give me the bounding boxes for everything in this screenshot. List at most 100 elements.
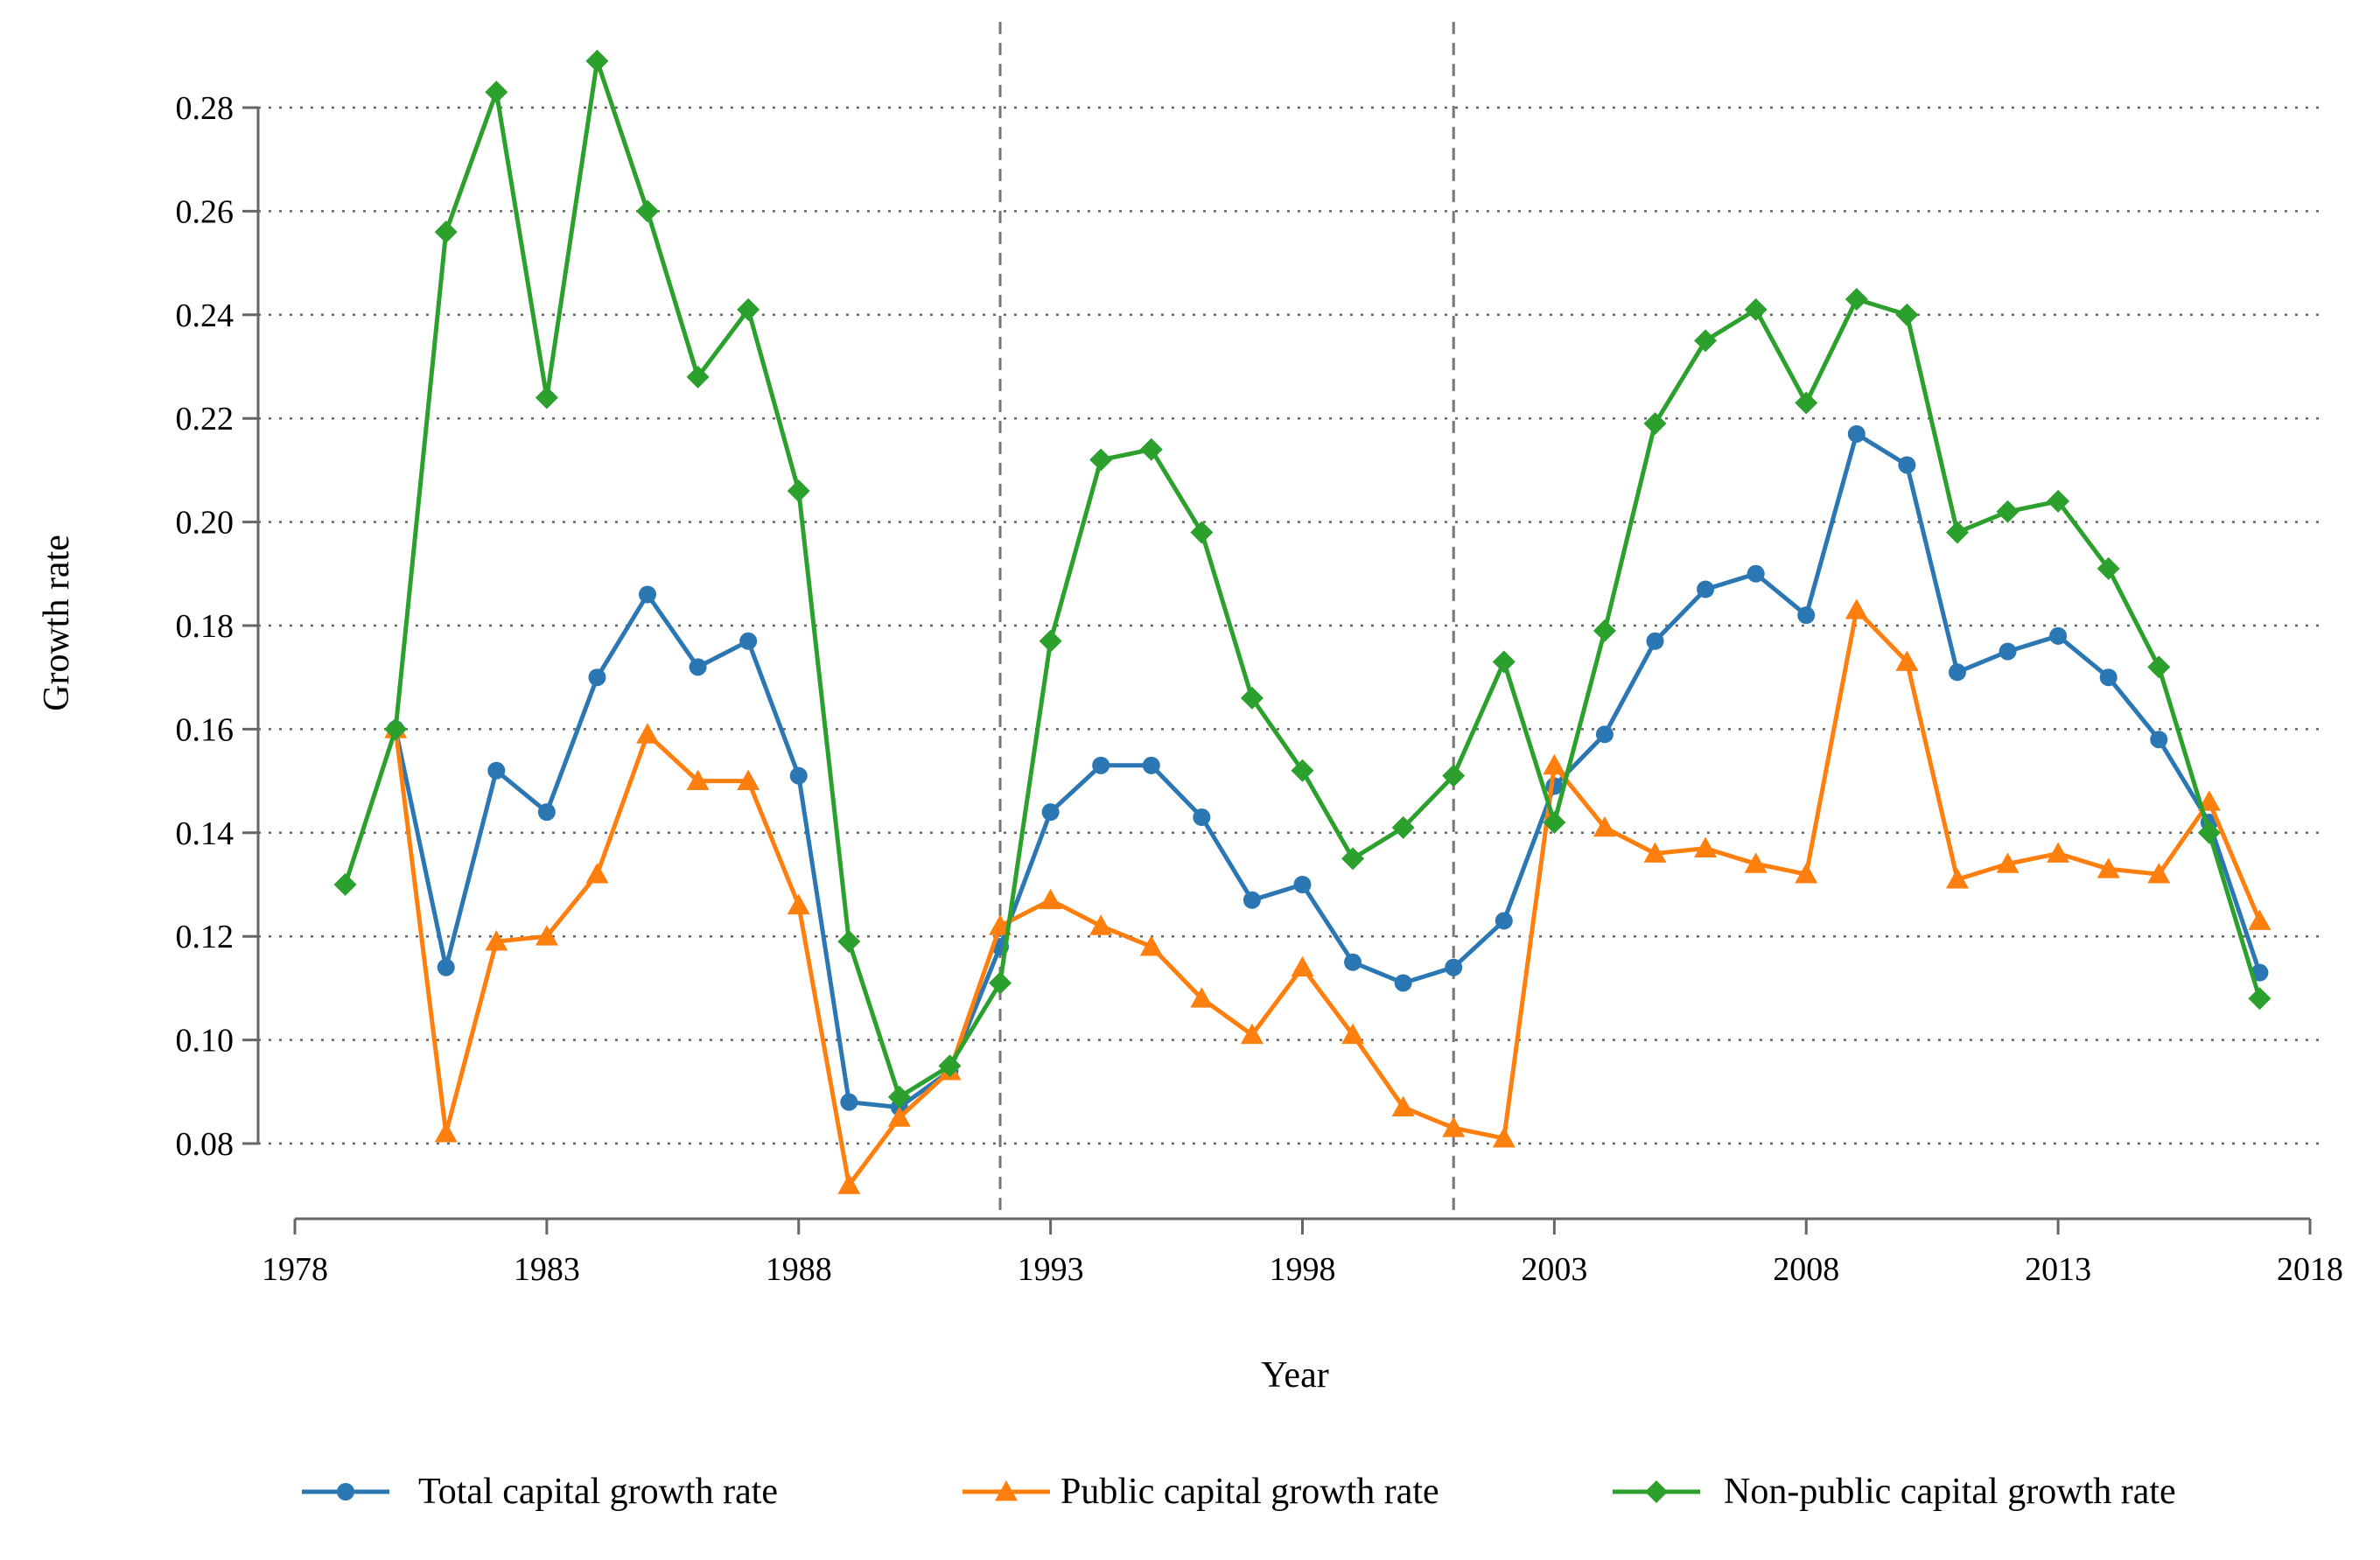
data-point bbox=[485, 80, 508, 104]
data-point bbox=[989, 971, 1012, 995]
data-point bbox=[537, 803, 556, 822]
data-point bbox=[2147, 655, 2171, 679]
data-point bbox=[1142, 756, 1160, 774]
series-line bbox=[343, 59, 2262, 1100]
data-point bbox=[2049, 626, 2068, 645]
data-point bbox=[2197, 790, 2221, 811]
data-point bbox=[1041, 803, 1060, 822]
data-point bbox=[1895, 303, 1919, 326]
y-tick-label: 0.08 bbox=[176, 1126, 234, 1163]
data-point bbox=[1746, 564, 1765, 583]
data-point bbox=[1996, 852, 2020, 873]
data-point bbox=[1089, 448, 1113, 472]
y-tick-label: 0.16 bbox=[176, 711, 234, 748]
series-3 bbox=[333, 49, 2272, 1109]
data-point bbox=[588, 668, 606, 687]
data-point bbox=[1291, 955, 1314, 977]
y-tick-label: 0.10 bbox=[176, 1023, 234, 1060]
data-point bbox=[2096, 857, 2120, 878]
data-point bbox=[636, 199, 660, 223]
data-point bbox=[1948, 663, 1966, 682]
data-point bbox=[1643, 842, 1667, 863]
y-axis-title: Growth rate bbox=[37, 535, 77, 711]
data-point bbox=[1592, 619, 1616, 642]
x-tick-label: 1983 bbox=[514, 1251, 580, 1288]
data-point bbox=[1242, 891, 1261, 909]
y-tick-label: 0.18 bbox=[176, 608, 234, 645]
data-point bbox=[1898, 456, 1916, 474]
data-point bbox=[787, 479, 810, 503]
data-point bbox=[1190, 521, 1214, 544]
y-tick-label: 0.20 bbox=[176, 505, 234, 542]
data-point bbox=[1998, 642, 2017, 661]
data-point bbox=[1394, 974, 1412, 992]
data-point bbox=[1240, 686, 1264, 710]
x-tick-label: 2003 bbox=[1521, 1251, 1587, 1288]
data-point bbox=[437, 958, 455, 976]
data-point bbox=[1391, 1095, 1415, 1116]
data-point bbox=[333, 873, 357, 896]
data-point bbox=[789, 766, 808, 785]
y-tick-label: 0.12 bbox=[176, 919, 234, 955]
data-point bbox=[1694, 329, 1718, 353]
x-tick-label: 1998 bbox=[1270, 1251, 1336, 1288]
data-point bbox=[1341, 847, 1365, 871]
data-point bbox=[384, 717, 408, 741]
data-point bbox=[1089, 914, 1113, 935]
x-axis-title: Year bbox=[1261, 1355, 1328, 1396]
data-point bbox=[837, 1173, 861, 1194]
data-point bbox=[1895, 650, 1919, 671]
data-point bbox=[2099, 668, 2118, 687]
data-point bbox=[1190, 987, 1214, 1008]
data-point bbox=[1996, 500, 2020, 523]
data-point bbox=[1445, 958, 1463, 976]
legend-label: Total capital growth rate bbox=[418, 1472, 778, 1512]
data-point bbox=[1039, 888, 1062, 910]
series-line bbox=[393, 431, 2262, 1110]
data-point bbox=[686, 365, 710, 388]
data-point bbox=[887, 1106, 911, 1127]
data-point bbox=[1543, 753, 1566, 775]
data-point bbox=[1844, 598, 1868, 619]
data-point bbox=[485, 930, 508, 951]
data-point bbox=[1595, 725, 1614, 744]
legend-item: Total capital growth rate bbox=[302, 1472, 778, 1512]
data-point bbox=[2150, 731, 2168, 749]
data-point bbox=[1442, 1116, 1466, 1137]
data-point bbox=[787, 893, 810, 915]
y-tick-label: 0.22 bbox=[176, 401, 234, 437]
data-point bbox=[2248, 987, 2272, 1011]
series bbox=[333, 49, 2272, 1194]
reference-lines bbox=[998, 22, 1455, 1219]
data-point bbox=[837, 930, 861, 954]
x-tick-label: 2013 bbox=[2025, 1251, 2091, 1288]
data-point bbox=[2096, 556, 2120, 580]
x-tick-label: 1988 bbox=[766, 1251, 832, 1288]
data-point bbox=[1643, 412, 1667, 436]
data-point bbox=[2248, 909, 2272, 930]
y-tick-label: 0.24 bbox=[176, 297, 234, 334]
legend-item: Non-public capital growth rate bbox=[1613, 1472, 2176, 1512]
data-point bbox=[1945, 521, 1969, 544]
legend-label: Non-public capital growth rate bbox=[1724, 1472, 2176, 1512]
data-point bbox=[1744, 852, 1768, 873]
data-point bbox=[1844, 288, 1868, 311]
data-point bbox=[938, 1054, 962, 1078]
x-ticks: 1978 1983 1988 1993 1998 2003 2008 2013 2018 bbox=[262, 1219, 2343, 1288]
data-point bbox=[1744, 297, 1768, 321]
data-point bbox=[1646, 632, 1664, 650]
y-ticks: 0.08 0.10 0.12 0.14 0.16 0.18 0.20 0.22 0.24 0.26… bbox=[176, 90, 258, 1163]
series-2 bbox=[384, 598, 2272, 1194]
data-point bbox=[1697, 580, 1715, 598]
data-point bbox=[1391, 815, 1415, 839]
data-point bbox=[1139, 935, 1163, 956]
data-point bbox=[1344, 953, 1362, 971]
data-point bbox=[1492, 650, 1516, 674]
legend-swatch-marker bbox=[1645, 1480, 1668, 1503]
data-point bbox=[689, 658, 707, 676]
data-point bbox=[2147, 863, 2171, 884]
y-tick-label: 0.14 bbox=[176, 815, 234, 852]
series-1 bbox=[387, 424, 2269, 1116]
data-point bbox=[1293, 876, 1312, 893]
